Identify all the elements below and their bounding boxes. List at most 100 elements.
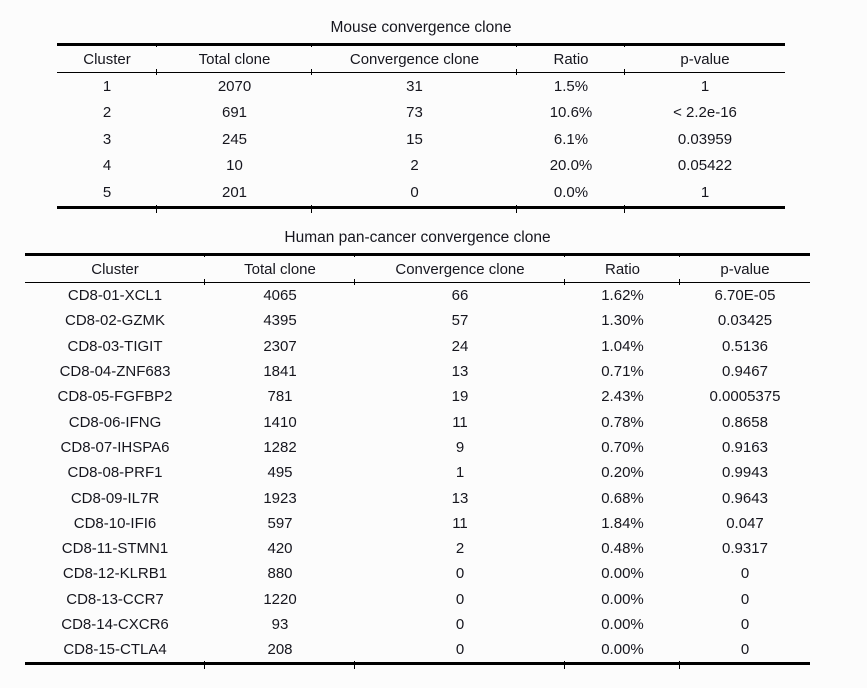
table-cell: 0.71% xyxy=(601,363,644,381)
column-header: Total clone xyxy=(156,41,312,74)
table-title: Human pan-cancer convergence clone xyxy=(284,229,551,246)
table-cell: 245 xyxy=(221,130,248,148)
table-cell: 2 xyxy=(455,540,465,558)
table-cell: 0.9643 xyxy=(722,489,768,507)
table-cell: 6.70E-05 xyxy=(714,287,776,305)
table-cell: 495 xyxy=(267,464,293,482)
table-row: CD8-03-TIGIT 2307 24 1.04% 0.5136 xyxy=(25,334,810,359)
table-cell: CD8-13-CCR7 xyxy=(66,590,164,608)
table-cell: 1.30% xyxy=(601,312,644,330)
header-row: Cluster Total clone Convergence clone Ra… xyxy=(25,251,810,284)
table-row: CD8-01-XCL1 4065 66 1.62% 6.70E-05 xyxy=(25,283,810,309)
table-cell: CD8-15-CTLA4 xyxy=(63,641,167,659)
table-cell: 0.20% xyxy=(601,464,644,482)
table-cell: 0.9943 xyxy=(722,464,768,482)
table-row: CD8-15-CTLA4 208 0 0.00% 0 xyxy=(25,637,810,670)
table-cell: 1 xyxy=(102,77,112,95)
header-row: Cluster Total clone Convergence clone Ra… xyxy=(57,41,785,74)
table-cell: 15 xyxy=(406,130,423,148)
table-cell: 57 xyxy=(451,312,469,330)
table-cell: 0.00% xyxy=(601,616,644,633)
table-row: 1 2070 31 1.5% 1 xyxy=(57,73,785,100)
table-cell: 10.6% xyxy=(549,104,593,122)
table-cell: 11 xyxy=(452,514,468,532)
table-cell: 0.9467 xyxy=(722,363,768,381)
table-cell: 1841 xyxy=(263,363,297,381)
table-cell: 0.68% xyxy=(601,489,644,507)
table-row: CD8-04-ZNF683 1841 13 0.71% 0.9467 xyxy=(25,359,810,384)
table-cell: 6.1% xyxy=(553,130,589,148)
table-cell: 13 xyxy=(451,363,469,381)
table-cell: 0.48% xyxy=(601,540,644,558)
table-cell: 2 xyxy=(410,157,419,175)
table-row: CD8-13-CCR7 1220 0 0.00% 0 xyxy=(25,587,810,612)
table-cell: 13 xyxy=(451,489,469,507)
table-cell: 208 xyxy=(204,637,355,670)
table-row: CD8-05-FGFBP2 781 19 2.43% 0.0005375 xyxy=(25,384,810,409)
table-cell: 1.62% xyxy=(601,287,644,305)
table-cell: 0 xyxy=(455,590,465,608)
table-cell: 4 xyxy=(102,157,112,175)
table-cell: 11 xyxy=(452,413,468,431)
table-cell: CD8-02-GZMK xyxy=(64,312,165,330)
table-row: 5 201 0 0.0% 1 xyxy=(57,179,785,213)
table-row: CD8-02-GZMK 4395 57 1.30% 0.03425 xyxy=(25,308,810,333)
table-cell: 4395 xyxy=(263,312,297,330)
table-cell: CD8-08-PRF1 xyxy=(67,464,163,482)
table-cell: 597 xyxy=(267,514,293,532)
mouse-convergence-table: Cluster Total clone Convergence clone Ra… xyxy=(57,41,785,213)
table-cell: 0.70% xyxy=(601,438,644,456)
table-cell: 1 xyxy=(624,179,785,213)
table-cell: 31 xyxy=(406,77,423,95)
table-cell: 5 xyxy=(102,183,112,201)
table-cell: 4065 xyxy=(263,287,297,305)
column-header: Convergence clone xyxy=(354,251,565,284)
table-cell: 0.0% xyxy=(516,179,625,213)
table-row: 3 245 15 6.1% 0.03959 xyxy=(57,126,785,153)
table-row: CD8-10-IFI6 597 11 1.84% 0.047 xyxy=(25,511,810,536)
table-cell: 1 xyxy=(455,464,465,482)
table-cell: 1923 xyxy=(263,489,297,507)
table-cell: 691 xyxy=(221,104,248,122)
table-cell: 0.5136 xyxy=(722,337,768,355)
table-cell: 0.8658 xyxy=(722,413,768,431)
table-cell: CD8-06-IFNG xyxy=(68,413,162,431)
column-header: Ratio xyxy=(564,251,680,284)
table-cell: 9 xyxy=(455,438,465,456)
table-row: CD8-07-IHSPA6 1282 9 0.70% 0.9163 xyxy=(25,435,810,460)
table-cell: < 2.2e-16 xyxy=(673,104,737,122)
table-cell: CD8-10-IFI6 xyxy=(73,514,157,532)
table-row: 4 10 2 20.0% 0.05422 xyxy=(57,153,785,180)
table-cell: 0.05422 xyxy=(677,157,733,175)
table-cell: 0.03425 xyxy=(717,312,773,330)
table-row: CD8-12-KLRB1 880 0 0.00% 0 xyxy=(25,561,810,586)
table-cell: 781 xyxy=(267,388,293,406)
table-cell: 10 xyxy=(226,157,243,175)
table-cell: 73 xyxy=(406,104,423,122)
column-header: Cluster xyxy=(25,254,205,283)
table-cell: 66 xyxy=(451,287,469,305)
table-cell: 2070 xyxy=(217,77,252,95)
table-cell: 0.00% xyxy=(564,637,680,670)
table-row: CD8-09-IL7R 1923 13 0.68% 0.9643 xyxy=(25,485,810,510)
table-cell: 0.78% xyxy=(601,413,644,431)
table-row: CD8-06-IFNG 1410 11 0.78% 0.8658 xyxy=(25,409,810,434)
table-cell: CD8-03-TIGIT xyxy=(67,337,163,355)
table-row: CD8-14-CXCR6 93 0 0.00% 0 xyxy=(25,612,810,637)
table-cell: 2 xyxy=(102,104,112,122)
table-cell: 420 xyxy=(267,540,293,558)
table-cell: 201 xyxy=(156,179,312,213)
table-cell: CD8-11-STMN1 xyxy=(61,540,169,558)
table-row: 2 691 73 10.6% < 2.2e-16 xyxy=(57,100,785,127)
table-cell: 0 xyxy=(740,590,750,608)
table-cell: 1 xyxy=(700,77,710,95)
table-cell: CD8-05-FGFBP2 xyxy=(57,388,173,406)
table-cell: 20.0% xyxy=(549,157,593,175)
column-header: Total clone xyxy=(204,251,355,284)
table-cell: CD8-12-KLRB1 xyxy=(62,565,168,583)
table-cell: 0 xyxy=(354,637,565,670)
table-cell: 1.84% xyxy=(601,514,644,532)
column-header: p-value xyxy=(624,41,785,74)
table-cell: CD8-04-ZNF683 xyxy=(59,363,171,381)
